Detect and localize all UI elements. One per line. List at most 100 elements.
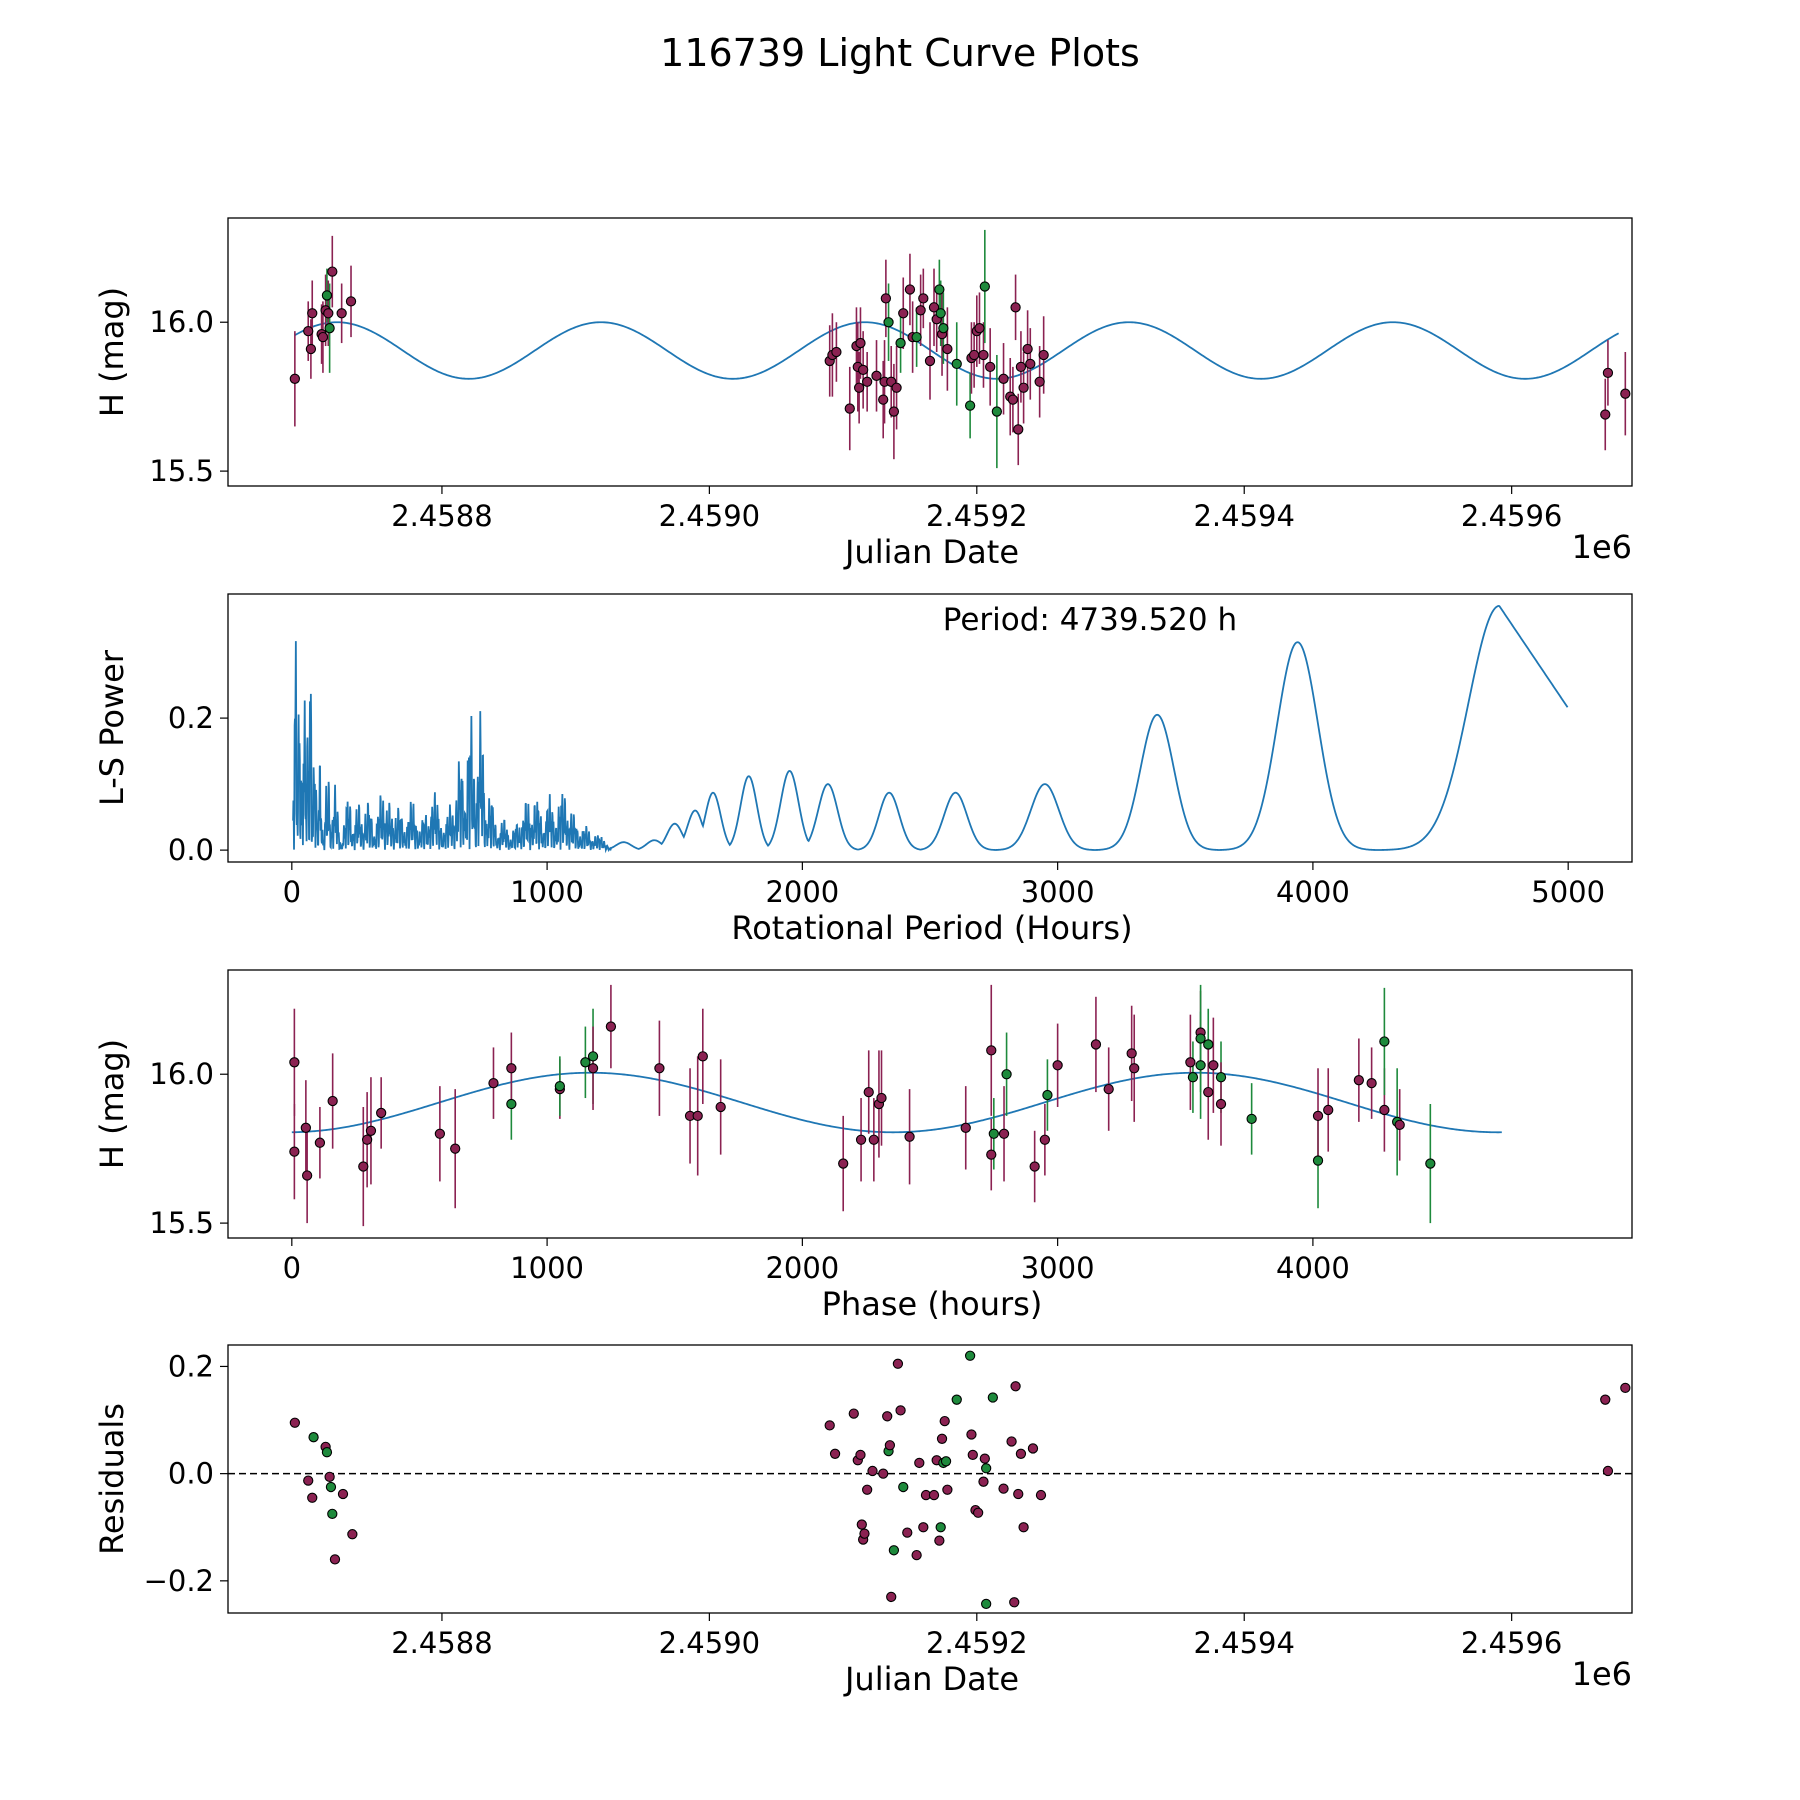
residual-point — [329, 1554, 341, 1565]
residual-point — [981, 1598, 992, 1610]
data-point — [587, 1051, 599, 1062]
data-point — [951, 358, 962, 370]
residual-point — [829, 1448, 841, 1459]
residual-point — [862, 1484, 873, 1495]
residual-point — [888, 1545, 900, 1556]
data-point — [938, 323, 949, 334]
x-tick-label-periodogram: 4000 — [1276, 875, 1350, 909]
data-point — [1353, 1075, 1365, 1086]
data-point — [998, 373, 1009, 384]
data-point — [855, 1134, 867, 1145]
y-axis-label-residuals: Residuals — [93, 1403, 131, 1555]
data-point — [323, 308, 334, 319]
data-point — [1018, 382, 1029, 393]
residual-point — [867, 1465, 878, 1477]
x-tick-label-residuals: 2.4588 — [391, 1626, 492, 1660]
data-point — [978, 349, 989, 361]
residual-point — [289, 1417, 301, 1428]
x-axis-label-residuals: Julian Date — [843, 1660, 1019, 1698]
data-point — [327, 1095, 338, 1107]
residual-points — [289, 1350, 1631, 1610]
y-tick-label-phased: 15.5 — [149, 1206, 214, 1240]
data-point — [605, 1021, 617, 1032]
data-point — [974, 323, 985, 334]
residual-point — [1602, 1465, 1614, 1477]
y-tick-label-residuals: 0.0 — [168, 1457, 214, 1491]
panel-residuals: 2.4588 2.4590 2.4592 2.4594 2.4596 −0.2 0.0 0.2… — [93, 1344, 1633, 1698]
data-point — [376, 1107, 387, 1119]
residual-point — [914, 1457, 925, 1469]
x-tick-label-periodogram: 1000 — [510, 875, 584, 909]
x-tick-label-phased: 3000 — [1021, 1251, 1095, 1285]
y-tick-label-residuals: 0.2 — [168, 1349, 214, 1383]
data-point — [831, 346, 842, 358]
residual-point — [856, 1519, 867, 1530]
data-point — [554, 1080, 566, 1092]
data-point — [888, 406, 900, 417]
x-tick-label-residuals: 2.4590 — [659, 1626, 760, 1660]
x-tick-label-phased: 0 — [283, 1251, 301, 1285]
data-point — [1600, 409, 1611, 420]
residual-point — [928, 1489, 940, 1501]
x-axis-label-lightcurve: Julian Date — [843, 533, 1019, 571]
data-point — [1312, 1155, 1324, 1166]
data-point — [1366, 1078, 1377, 1089]
data-point — [1187, 1072, 1199, 1083]
data-point — [692, 1110, 703, 1122]
data-point — [1015, 361, 1027, 373]
residual-point — [325, 1481, 337, 1493]
residual-point — [347, 1529, 358, 1540]
axes-frame-lightcurve — [227, 217, 1633, 487]
data-point — [1246, 1113, 1257, 1125]
data-point — [911, 331, 922, 343]
residual-point — [898, 1481, 909, 1493]
data-point — [324, 323, 335, 334]
x-tick-label-lightcurve: 2.4594 — [1193, 499, 1294, 533]
data-point — [345, 296, 357, 307]
data-point — [300, 1122, 312, 1133]
residual-point — [337, 1488, 349, 1500]
data-point — [880, 293, 892, 304]
y-tick-label-periodogram: 0.2 — [168, 701, 214, 735]
data-point — [1052, 1060, 1063, 1071]
data-point — [289, 1057, 300, 1068]
y-tick-label-residuals: −0.2 — [144, 1564, 214, 1598]
data-point — [985, 361, 996, 373]
y-tick-label-lightcurve: 16.0 — [149, 305, 214, 339]
data-point — [838, 1158, 849, 1169]
residual-point — [1006, 1436, 1017, 1447]
residual-point — [321, 1447, 333, 1458]
residual-point — [936, 1433, 948, 1444]
data-point — [863, 1086, 874, 1098]
y-tick-label-periodogram: 0.0 — [168, 833, 214, 867]
data-point — [289, 373, 301, 384]
data-point — [336, 308, 347, 319]
data-point — [1620, 388, 1631, 399]
data-point — [1029, 1161, 1040, 1172]
residual-point — [1620, 1382, 1631, 1394]
data-point — [506, 1098, 517, 1110]
residual-point — [987, 1392, 998, 1403]
x-tick-label-residuals: 2.4596 — [1461, 1626, 1562, 1660]
residual-point — [824, 1420, 835, 1431]
data-point — [1038, 349, 1049, 361]
y-tick-label-lightcurve: 15.5 — [149, 454, 214, 488]
data-point — [934, 284, 945, 295]
data-point — [964, 400, 976, 411]
data-point — [317, 331, 329, 343]
data-point — [991, 406, 1003, 417]
data-point — [1215, 1072, 1227, 1083]
data-point — [289, 1146, 300, 1157]
residual-point — [1015, 1448, 1027, 1459]
x-offset-label-lightcurve: 1e6 — [1572, 528, 1632, 566]
data-point — [853, 382, 865, 393]
data-point — [988, 1128, 999, 1139]
data-point — [434, 1128, 446, 1139]
data-point — [303, 326, 314, 337]
data-point — [301, 1170, 313, 1181]
figure-title: 116739 Light Curve Plots — [660, 31, 1140, 75]
data-point — [855, 337, 866, 349]
data-point — [1195, 1060, 1206, 1071]
residual-point — [1013, 1488, 1024, 1500]
residual-point — [1018, 1522, 1029, 1533]
